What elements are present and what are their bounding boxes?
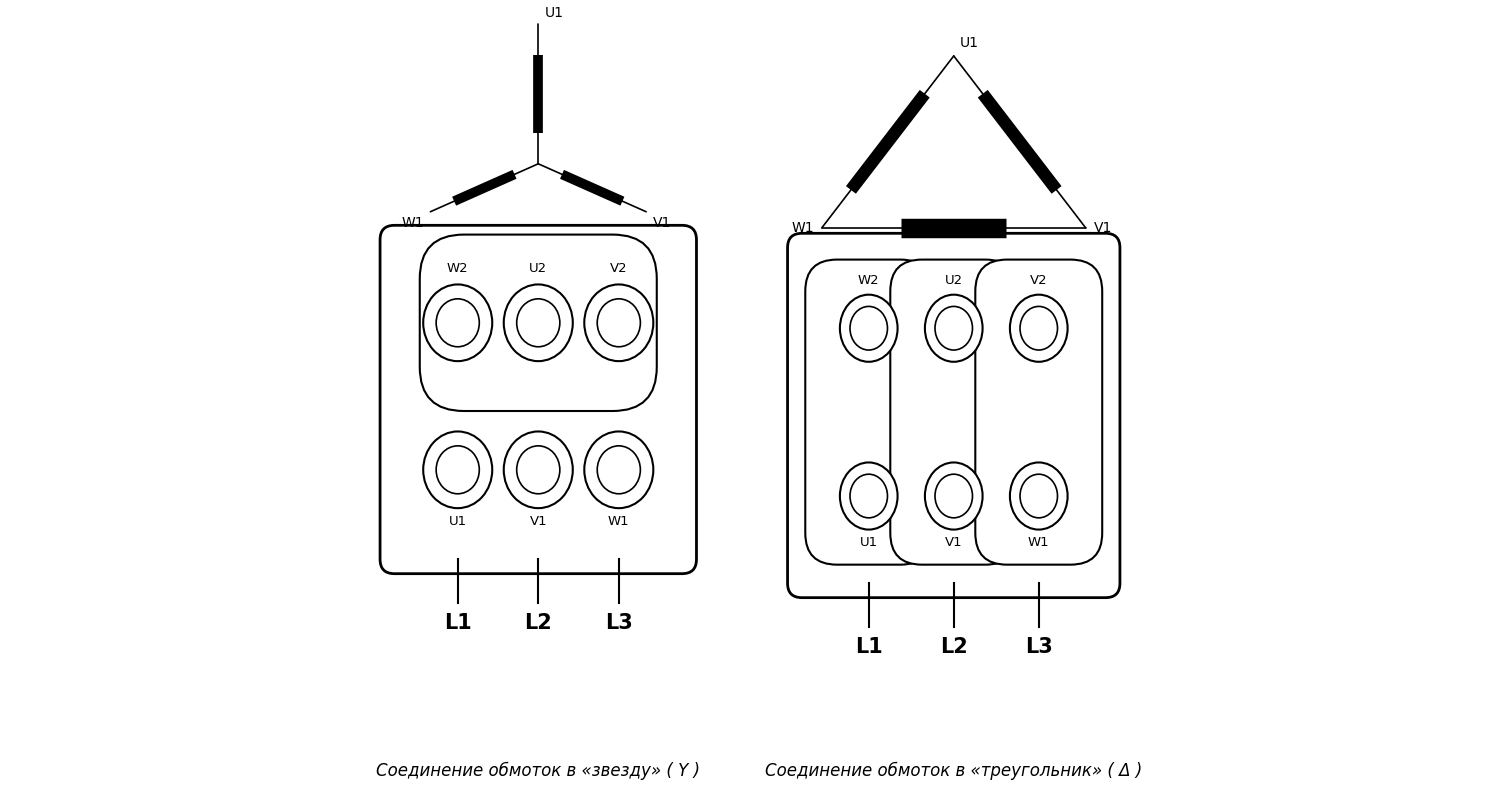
Ellipse shape [840, 463, 897, 530]
Text: U1: U1 [960, 35, 980, 50]
Text: V1: V1 [652, 216, 670, 230]
Ellipse shape [436, 299, 480, 347]
Text: V2: V2 [1030, 274, 1047, 287]
Text: L1: L1 [444, 613, 471, 633]
Ellipse shape [516, 446, 560, 494]
FancyBboxPatch shape [975, 260, 1102, 565]
Ellipse shape [1020, 307, 1058, 350]
Text: U1: U1 [544, 6, 564, 20]
Ellipse shape [926, 463, 982, 530]
FancyBboxPatch shape [806, 260, 932, 565]
Ellipse shape [1010, 295, 1068, 362]
Text: V2: V2 [610, 262, 627, 275]
Ellipse shape [423, 431, 492, 508]
Text: W2: W2 [858, 274, 879, 287]
Ellipse shape [516, 299, 560, 347]
FancyBboxPatch shape [788, 233, 1120, 598]
Ellipse shape [597, 299, 640, 347]
Text: W1: W1 [608, 515, 630, 527]
Ellipse shape [934, 307, 972, 350]
Text: L1: L1 [855, 637, 882, 657]
Ellipse shape [850, 474, 888, 518]
Ellipse shape [585, 431, 654, 508]
Ellipse shape [597, 446, 640, 494]
FancyBboxPatch shape [380, 225, 696, 574]
Text: L3: L3 [604, 613, 633, 633]
Text: L3: L3 [1024, 637, 1053, 657]
Text: Соединение обмоток в «звезду» ( Y ): Соединение обмоток в «звезду» ( Y ) [376, 762, 700, 780]
Text: W2: W2 [447, 262, 468, 275]
Text: W1: W1 [792, 221, 814, 235]
Ellipse shape [850, 307, 888, 350]
Text: V1: V1 [945, 536, 963, 549]
Text: W1: W1 [402, 216, 424, 230]
Text: Соединение обмоток в «треугольник» ( Δ ): Соединение обмоток в «треугольник» ( Δ ) [765, 762, 1143, 780]
Text: V1: V1 [1094, 221, 1112, 235]
Ellipse shape [423, 284, 492, 361]
Ellipse shape [585, 284, 654, 361]
Ellipse shape [504, 284, 573, 361]
FancyBboxPatch shape [891, 260, 1017, 565]
Text: L2: L2 [940, 637, 968, 657]
Text: U2: U2 [945, 274, 963, 287]
Ellipse shape [1020, 474, 1058, 518]
Text: U1: U1 [859, 536, 877, 549]
Ellipse shape [926, 295, 982, 362]
Text: V1: V1 [530, 515, 548, 527]
Ellipse shape [1010, 463, 1068, 530]
Text: L2: L2 [525, 613, 552, 633]
Ellipse shape [436, 446, 480, 494]
Text: U1: U1 [448, 515, 466, 527]
Text: W1: W1 [1028, 536, 1050, 549]
Ellipse shape [934, 474, 972, 518]
Ellipse shape [504, 431, 573, 508]
FancyBboxPatch shape [420, 235, 657, 411]
Text: U2: U2 [530, 262, 548, 275]
Ellipse shape [840, 295, 897, 362]
